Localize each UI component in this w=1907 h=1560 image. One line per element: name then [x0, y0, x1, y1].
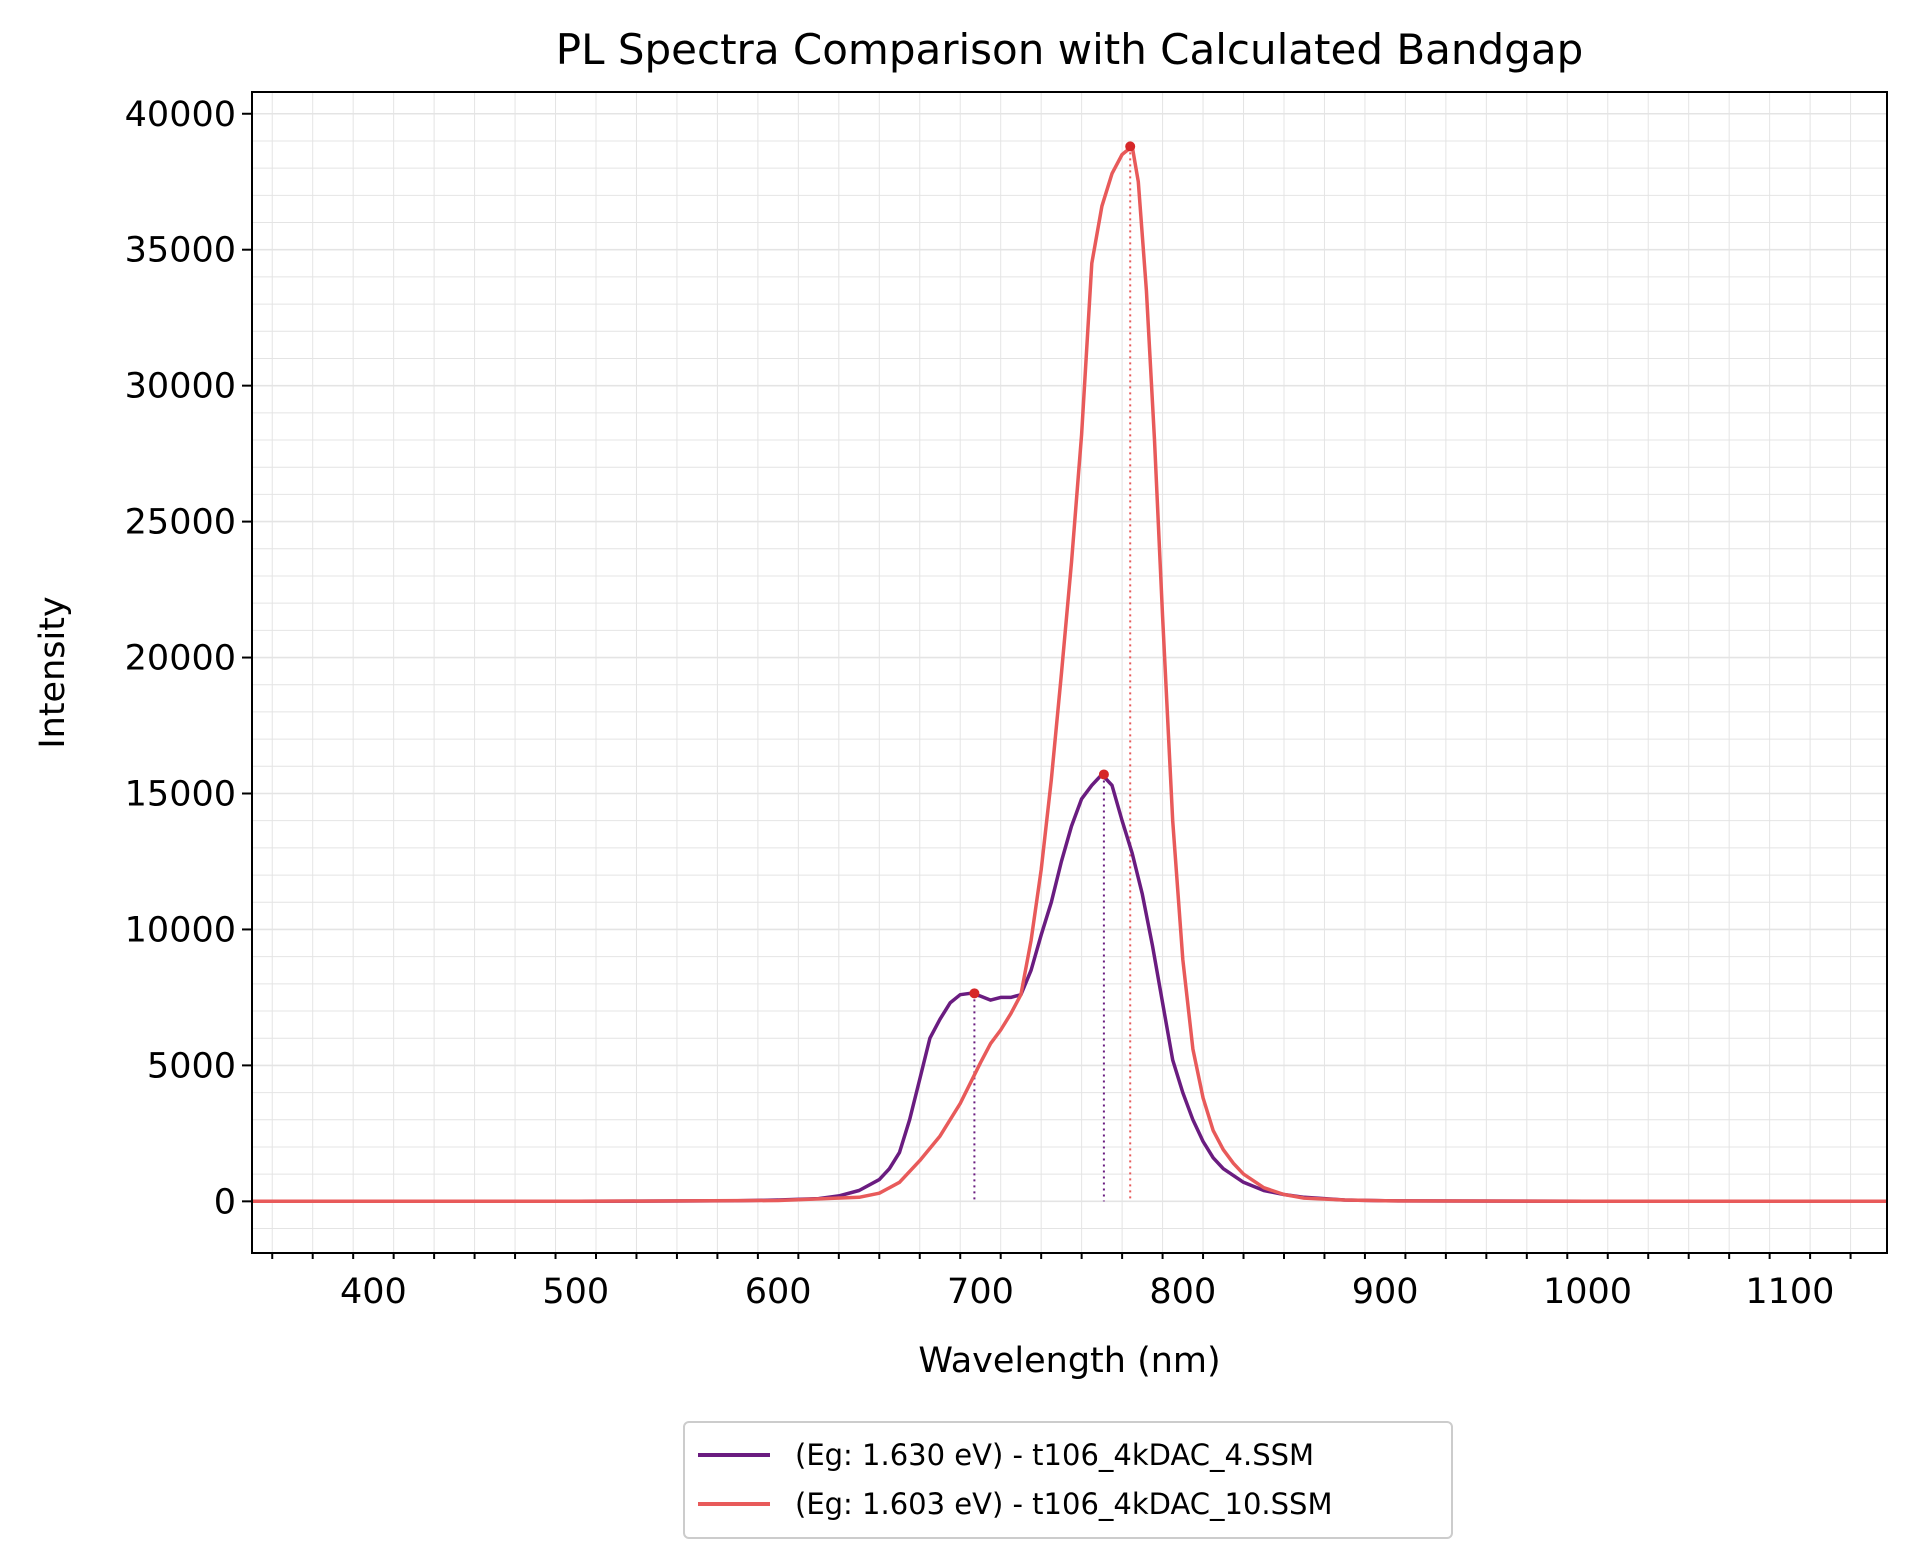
- y-tick-label: 25000: [125, 503, 236, 543]
- series-lines: [252, 144, 1887, 1204]
- legend-label-series-2: (Eg: 1.603 eV) - t106_4kDAC_10.SSM: [795, 1487, 1333, 1521]
- x-tick-label: 500: [542, 1272, 609, 1312]
- y-tick-label: 5000: [147, 1046, 236, 1086]
- x-axis-ticks: 400 500 600 700 800 900 1000 1100: [271, 1253, 1852, 1312]
- peak-markers: [969, 141, 1136, 999]
- x-tick-label: 1000: [1543, 1272, 1632, 1312]
- grid-lines: [252, 92, 1887, 1253]
- x-tick-label: 700: [947, 1272, 1014, 1312]
- y-tick-label: 0: [214, 1182, 236, 1222]
- legend: (Eg: 1.630 eV) - t106_4kDAC_4.SSM (Eg: 1…: [683, 1421, 1453, 1539]
- peak-marker: [1098, 769, 1109, 780]
- y-tick-label: 40000: [125, 95, 236, 135]
- x-tick-label: 800: [1149, 1272, 1216, 1312]
- y-tick-label: 20000: [125, 639, 236, 679]
- y-tick-label: 35000: [125, 231, 236, 271]
- series-line-1: [252, 772, 1887, 1204]
- x-tick-label: 600: [745, 1272, 812, 1312]
- legend-box: [683, 1421, 1453, 1539]
- y-tick-label: 30000: [125, 367, 236, 407]
- x-tick-label: 400: [340, 1272, 407, 1312]
- x-tick-label: 900: [1352, 1272, 1419, 1312]
- plot-area-frame: [251, 91, 1888, 1254]
- y-axis-ticks: 0 5000 10000 15000 20000 25000 30000 35000 40000: [125, 95, 252, 1222]
- series-line-2: [252, 144, 1887, 1204]
- x-tick-label: 1100: [1745, 1272, 1834, 1312]
- y-tick-label: 15000: [125, 774, 236, 814]
- y-tick-label: 10000: [125, 910, 236, 950]
- peak-marker: [969, 988, 980, 999]
- chart-title: PL Spectra Comparison with Calculated Ba…: [556, 25, 1583, 74]
- peak-dotted-lines: [973, 146, 1132, 1202]
- y-axis-label: Intensity: [33, 596, 73, 748]
- legend-label-series-1: (Eg: 1.630 eV) - t106_4kDAC_4.SSM: [795, 1438, 1314, 1472]
- x-axis-label: Wavelength (nm): [918, 1341, 1220, 1381]
- peak-marker: [1125, 141, 1136, 152]
